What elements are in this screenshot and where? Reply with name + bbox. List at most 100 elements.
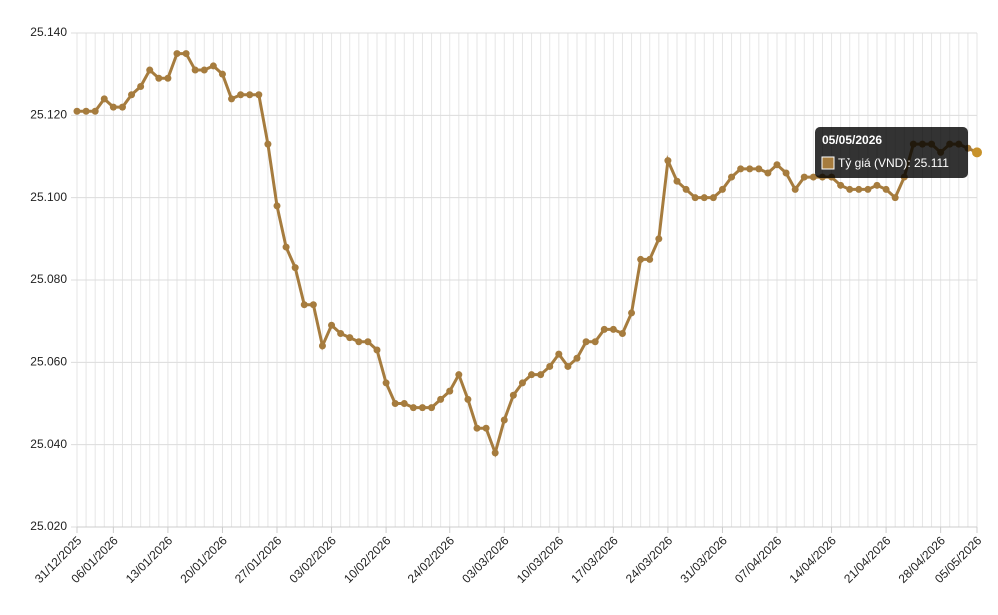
data-point xyxy=(728,173,736,181)
y-tick-label: 25.120 xyxy=(30,108,67,122)
data-point xyxy=(346,334,354,342)
data-point xyxy=(328,321,336,329)
data-point xyxy=(382,379,390,387)
data-point xyxy=(891,194,899,202)
data-point xyxy=(564,362,572,370)
data-point xyxy=(582,338,590,346)
x-tick-label: 10/03/2026 xyxy=(514,533,567,586)
data-point xyxy=(700,194,708,202)
data-point xyxy=(491,449,499,457)
data-point xyxy=(791,185,799,193)
data-point xyxy=(109,103,117,111)
data-point xyxy=(664,157,672,165)
data-point xyxy=(518,379,526,387)
data-point xyxy=(209,62,217,70)
data-point xyxy=(855,185,863,193)
data-point xyxy=(691,194,699,202)
x-tick-label: 07/04/2026 xyxy=(732,533,785,586)
data-point xyxy=(82,107,90,115)
data-point xyxy=(972,147,982,158)
data-point xyxy=(182,50,190,58)
data-point xyxy=(273,202,281,210)
data-point xyxy=(864,185,872,193)
tooltip-swatch xyxy=(821,156,835,170)
x-tick-label: 24/03/2026 xyxy=(623,533,676,586)
data-point xyxy=(218,70,226,78)
data-point xyxy=(337,330,345,338)
x-tick-label: 10/02/2026 xyxy=(341,533,394,586)
data-point xyxy=(73,107,81,115)
x-tick-label: 21/04/2026 xyxy=(841,533,894,586)
data-point xyxy=(428,404,436,412)
data-point xyxy=(391,400,399,407)
data-point xyxy=(764,169,772,177)
data-point xyxy=(773,161,781,169)
data-point xyxy=(509,391,517,399)
data-point xyxy=(282,243,290,251)
data-point xyxy=(446,387,454,395)
x-tick-label: 14/04/2026 xyxy=(787,533,840,586)
data-point xyxy=(255,91,263,99)
x-tick-label: 03/02/2026 xyxy=(287,533,340,586)
data-point xyxy=(600,325,608,333)
data-point xyxy=(500,416,508,424)
series-line xyxy=(77,52,978,458)
data-point xyxy=(755,165,763,173)
x-tick-label: 13/01/2026 xyxy=(123,533,176,586)
data-point xyxy=(655,235,663,243)
data-point xyxy=(400,400,408,407)
x-tick-label: 31/03/2026 xyxy=(677,533,730,586)
data-point xyxy=(246,91,254,99)
data-point xyxy=(418,404,426,412)
data-point xyxy=(100,95,108,103)
data-point xyxy=(746,165,754,173)
data-point xyxy=(373,346,381,354)
data-point xyxy=(237,91,245,99)
data-point xyxy=(128,91,136,99)
data-point xyxy=(364,338,372,346)
data-point xyxy=(291,264,299,272)
y-tick-label: 25.080 xyxy=(30,272,67,286)
data-point xyxy=(709,194,717,202)
data-point xyxy=(846,185,854,193)
data-point xyxy=(473,424,481,432)
data-point xyxy=(609,325,617,333)
data-point xyxy=(837,181,845,189)
data-point xyxy=(800,173,808,181)
data-point xyxy=(637,255,645,263)
tooltip-box xyxy=(815,127,968,178)
data-point xyxy=(682,185,690,193)
data-point xyxy=(537,371,545,379)
data-point xyxy=(264,140,272,148)
x-tick-label: 03/03/2026 xyxy=(459,533,512,586)
data-point xyxy=(437,395,445,403)
data-point xyxy=(546,362,554,370)
data-point xyxy=(618,330,626,338)
y-tick-label: 25.100 xyxy=(30,190,67,204)
x-tick-label: 17/03/2026 xyxy=(568,533,621,586)
data-point xyxy=(200,66,208,74)
data-point xyxy=(355,338,363,346)
data-point xyxy=(228,95,236,103)
data-point xyxy=(191,66,199,74)
data-point xyxy=(464,395,472,403)
data-point xyxy=(673,177,681,185)
data-point xyxy=(646,255,654,263)
data-point xyxy=(409,404,417,412)
data-point xyxy=(482,424,490,432)
data-point xyxy=(164,74,172,82)
data-point xyxy=(91,107,99,115)
y-tick-label: 25.140 xyxy=(30,25,67,39)
data-point xyxy=(300,301,308,309)
data-point xyxy=(782,169,790,177)
data-point xyxy=(591,338,599,346)
data-point xyxy=(528,371,536,379)
data-point xyxy=(555,350,563,358)
x-tick-label: 27/01/2026 xyxy=(232,533,285,586)
data-point xyxy=(173,50,181,58)
tooltip-title: 05/05/2026 xyxy=(822,133,882,147)
data-point xyxy=(737,165,745,173)
data-point xyxy=(718,185,726,193)
y-tick-label: 25.060 xyxy=(30,355,67,369)
